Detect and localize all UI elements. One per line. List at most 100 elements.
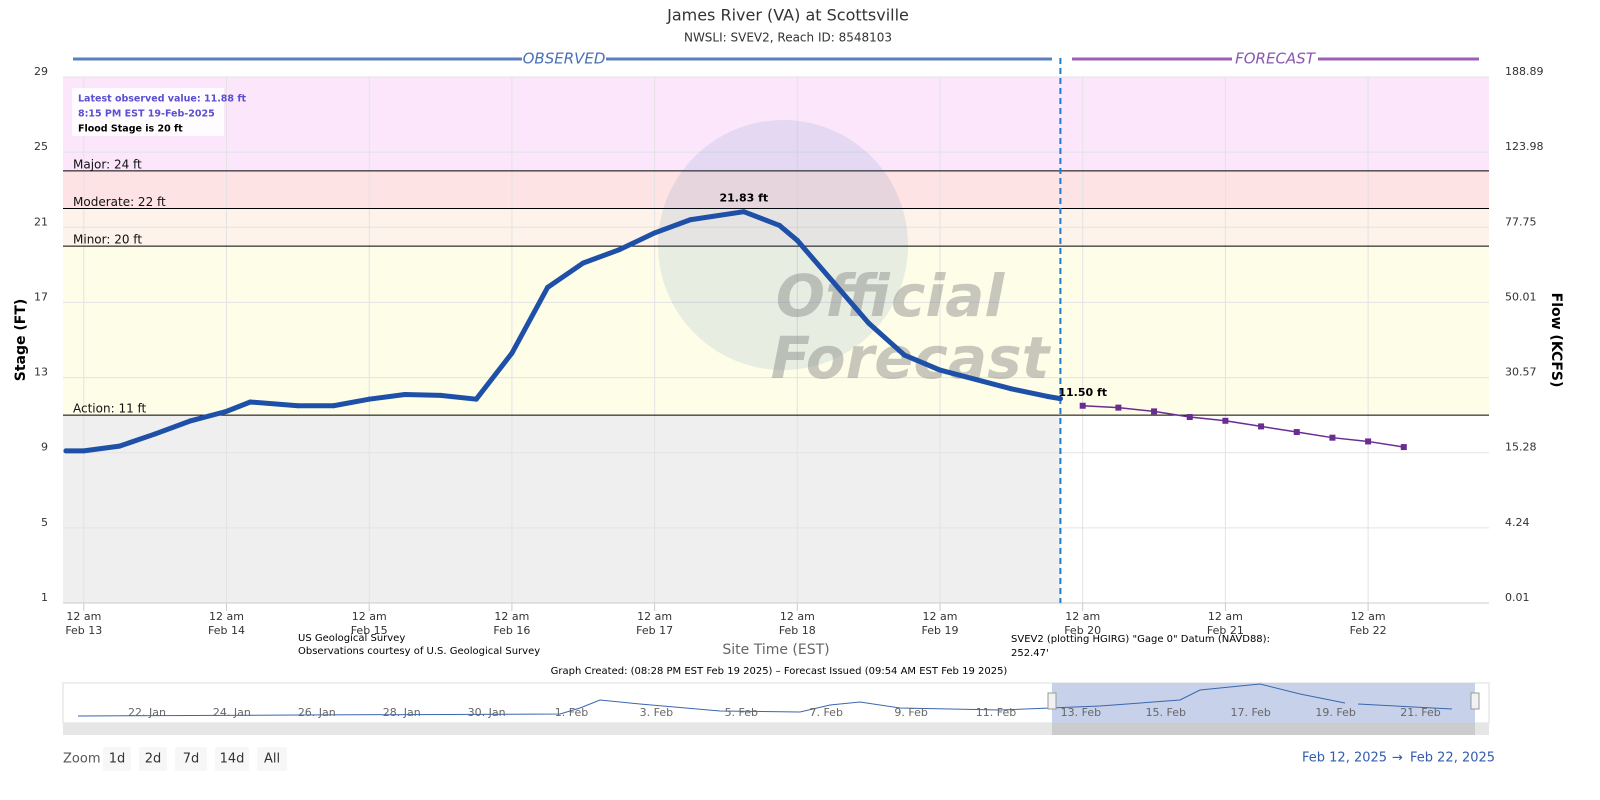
info-text: Flood Stage is 20 ft	[78, 124, 183, 135]
navigator-label: 17. Feb	[1230, 706, 1270, 719]
x-tick-label: 12 am Feb 20	[1064, 610, 1101, 637]
flood-band	[63, 77, 1489, 171]
data-point	[63, 448, 69, 454]
navigator-label: 19. Feb	[1315, 706, 1355, 719]
data-point	[81, 448, 87, 454]
zoom-button-label[interactable]: 7d	[183, 752, 200, 767]
data-point	[1400, 444, 1407, 451]
info-text: Latest observed value: 11.88 ft	[78, 94, 246, 105]
y2-tick-label: 15.28	[1505, 441, 1537, 454]
data-point	[545, 284, 551, 290]
y2-tick-label: 50.01	[1505, 290, 1537, 303]
data-point	[1329, 434, 1336, 441]
navigator-handle[interactable]	[1470, 692, 1480, 710]
data-point	[1293, 429, 1300, 436]
range-text[interactable]: Feb 22, 2025	[1410, 751, 1495, 766]
x-tick-label: 12 am Feb 18	[779, 610, 816, 637]
info-text: 8:15 PM EST 19-Feb-2025	[78, 109, 215, 120]
data-point	[1057, 396, 1063, 402]
x-tick-label: 12 am Feb 22	[1350, 610, 1387, 637]
scrollbar-thumb[interactable]	[1052, 723, 1475, 735]
data-point	[1115, 404, 1122, 411]
zoom-button[interactable]	[139, 747, 167, 771]
data-point	[741, 209, 747, 215]
data-point	[1258, 423, 1265, 430]
y-axis-title: Stage (FT)	[13, 299, 29, 382]
navigator-selection[interactable]	[1052, 683, 1475, 723]
x-tick-label: 12 am Feb 17	[636, 610, 673, 637]
navigator-label: 21. Feb	[1400, 706, 1440, 719]
navigator-label: 11. Feb	[976, 706, 1016, 719]
y2-tick-label: 30.57	[1505, 366, 1537, 379]
zoom-label: Zoom	[63, 752, 100, 767]
y-tick-label: 21	[34, 215, 48, 228]
navigator-label: 7. Feb	[809, 706, 842, 719]
series-line	[63, 209, 1063, 454]
navigator-label: 3. Feb	[640, 706, 673, 719]
data-point	[116, 443, 122, 449]
chart-title: James River (VA) at Scottsville	[666, 6, 909, 25]
data-point	[438, 392, 444, 398]
data-point	[509, 350, 515, 356]
data-point	[1151, 408, 1158, 415]
data-point	[331, 403, 337, 409]
x-tick-label: 12 am Feb 19	[922, 610, 959, 637]
zoom-button[interactable]	[175, 747, 207, 771]
x-tick-label: 12 am Feb 16	[493, 610, 530, 637]
zoom-button-label[interactable]: 14d	[220, 752, 245, 767]
below-action-band	[63, 415, 1061, 603]
plot-area: 1 0.01 5 4.24 9 15.28 13 30.57 17 50.01 21 77.75 25 1…	[34, 50, 1544, 638]
range-text: →	[1392, 751, 1403, 766]
threshold-label: Minor: 20 ft	[73, 233, 142, 247]
footer-note: Graph Created: (08:28 PM EST Feb 19 2025…	[551, 666, 1008, 677]
x-tick-label: 12 am Feb 13	[65, 610, 102, 637]
zoom-button[interactable]	[215, 747, 249, 771]
navigator-label: 22. Jan	[128, 706, 166, 719]
zoom-button[interactable]	[103, 747, 131, 771]
header-gap	[522, 50, 606, 68]
data-point	[776, 222, 782, 228]
data-point	[224, 408, 230, 414]
chart-subtitle: NWSLI: SVEV2, Reach ID: 8548103	[684, 31, 892, 45]
data-point	[1186, 414, 1193, 421]
info-box	[72, 88, 224, 136]
zoom-button[interactable]	[257, 747, 287, 771]
y2-tick-label: 4.24	[1505, 516, 1530, 529]
y2-axis-title: Flow (KCFS)	[1548, 293, 1564, 388]
zoom-button-label[interactable]: 1d	[109, 752, 126, 767]
range-text[interactable]: Feb 12, 2025	[1302, 751, 1387, 766]
y2-tick-label: 0.01	[1505, 591, 1530, 604]
watermark-logo	[658, 120, 908, 370]
x-tick-label: 12 am Feb 14	[208, 610, 245, 637]
flood-band	[63, 170, 1489, 209]
navigator-label: 9. Feb	[894, 706, 927, 719]
y2-tick-label: 123.98	[1505, 140, 1544, 153]
data-point	[866, 320, 872, 326]
y-tick-label: 1	[41, 591, 48, 604]
data-point	[937, 367, 943, 373]
data-point	[580, 260, 586, 266]
data-point	[402, 391, 408, 397]
y-tick-label: 25	[34, 140, 48, 153]
navigator-label: 13. Feb	[1061, 706, 1101, 719]
data-label: 11.50 ft	[1058, 386, 1107, 399]
navigator-label: 24. Jan	[213, 706, 251, 719]
threshold-label: Action: 11 ft	[73, 402, 147, 416]
y-tick-label: 17	[34, 290, 48, 303]
data-point	[794, 237, 800, 243]
y-tick-label: 9	[41, 441, 48, 454]
header-gap	[1232, 50, 1318, 68]
series-line	[1081, 405, 1405, 448]
credit: US Geological Survey	[298, 633, 405, 644]
zoom-button-label[interactable]: All	[264, 752, 280, 767]
navigator-label: 5. Feb	[725, 706, 758, 719]
credit: Observations courtesy of U.S. Geological…	[298, 646, 540, 657]
x-axis-title: Site Time (EST)	[722, 642, 829, 658]
navigator-handle[interactable]	[1047, 692, 1057, 710]
data-point	[295, 403, 301, 409]
observed-header: OBSERVED	[523, 50, 606, 68]
data-point	[1044, 393, 1050, 399]
navigator-label: 15. Feb	[1146, 706, 1186, 719]
zoom-button-label[interactable]: 2d	[145, 752, 162, 767]
